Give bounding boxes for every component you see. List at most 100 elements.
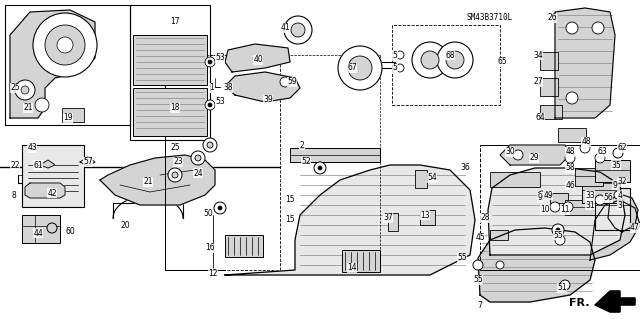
Bar <box>225 235 263 257</box>
Text: 19: 19 <box>63 114 73 122</box>
Bar <box>388 213 398 231</box>
Circle shape <box>203 138 217 152</box>
Circle shape <box>21 86 29 94</box>
Text: FR.: FR. <box>570 298 590 308</box>
Text: 9: 9 <box>612 181 618 189</box>
Bar <box>595 188 630 230</box>
Text: 55: 55 <box>457 254 467 263</box>
Text: 17: 17 <box>170 18 180 26</box>
Circle shape <box>35 98 49 112</box>
Circle shape <box>314 162 326 174</box>
Text: 46: 46 <box>565 181 575 189</box>
Text: 9: 9 <box>538 194 543 203</box>
Bar <box>575 168 603 186</box>
Text: 10: 10 <box>540 205 550 214</box>
Text: 15: 15 <box>285 196 295 204</box>
Circle shape <box>446 51 464 69</box>
Circle shape <box>614 191 622 199</box>
Text: 58: 58 <box>565 164 575 173</box>
Text: 48: 48 <box>581 137 591 146</box>
Text: SM43B3710L: SM43B3710L <box>467 13 513 23</box>
Text: 68: 68 <box>445 50 455 60</box>
Polygon shape <box>225 44 290 72</box>
Polygon shape <box>555 8 615 118</box>
Text: 40: 40 <box>253 56 263 64</box>
Text: 47: 47 <box>630 224 640 233</box>
Text: 25: 25 <box>10 84 20 93</box>
Text: 3: 3 <box>618 201 623 210</box>
Circle shape <box>214 202 226 214</box>
Circle shape <box>396 64 404 72</box>
Polygon shape <box>100 155 215 205</box>
Bar <box>420 210 435 225</box>
Bar <box>165 55 280 270</box>
Polygon shape <box>478 228 595 302</box>
Text: 53: 53 <box>215 54 225 63</box>
Polygon shape <box>25 183 65 198</box>
Text: 32: 32 <box>617 177 627 187</box>
Text: 45: 45 <box>475 234 485 242</box>
Text: 49: 49 <box>543 190 553 199</box>
Circle shape <box>496 261 504 269</box>
Text: 2: 2 <box>300 140 305 150</box>
Bar <box>490 172 540 187</box>
Bar <box>565 200 595 215</box>
Text: 54: 54 <box>427 174 437 182</box>
Text: 8: 8 <box>12 190 17 199</box>
Circle shape <box>338 46 382 90</box>
Circle shape <box>291 23 305 37</box>
Circle shape <box>550 202 560 212</box>
Circle shape <box>592 22 604 34</box>
Circle shape <box>15 80 35 100</box>
Text: 21: 21 <box>23 103 33 113</box>
Bar <box>415 170 427 188</box>
Circle shape <box>208 60 212 64</box>
Bar <box>62 108 84 122</box>
Polygon shape <box>608 194 638 232</box>
Text: 50: 50 <box>203 210 213 219</box>
Bar <box>130 5 210 140</box>
Bar <box>540 105 562 119</box>
Text: 43: 43 <box>27 144 37 152</box>
Bar <box>540 78 558 96</box>
Circle shape <box>172 172 178 178</box>
Text: 31: 31 <box>585 201 595 210</box>
Circle shape <box>45 25 85 65</box>
Text: 53: 53 <box>215 98 225 107</box>
Text: 44: 44 <box>33 228 43 238</box>
Circle shape <box>284 16 312 44</box>
Bar <box>290 148 380 162</box>
Text: 55: 55 <box>553 231 563 240</box>
Text: 22: 22 <box>10 160 20 169</box>
Text: 33: 33 <box>585 190 595 199</box>
Text: 11: 11 <box>560 205 570 214</box>
Bar <box>595 160 630 182</box>
Text: 34: 34 <box>533 50 543 60</box>
Text: 51: 51 <box>557 284 567 293</box>
Bar <box>342 250 380 272</box>
Text: 63: 63 <box>597 147 607 157</box>
Circle shape <box>437 42 473 78</box>
Text: 28: 28 <box>480 213 490 222</box>
Text: 21: 21 <box>143 177 153 187</box>
Circle shape <box>348 56 372 80</box>
Bar <box>558 128 586 142</box>
Text: 52: 52 <box>301 158 311 167</box>
Circle shape <box>556 228 560 232</box>
Text: 35: 35 <box>611 160 621 169</box>
Text: 67: 67 <box>347 63 357 72</box>
Polygon shape <box>225 72 300 102</box>
Circle shape <box>552 224 564 236</box>
Text: 65: 65 <box>497 57 507 66</box>
Circle shape <box>205 100 215 110</box>
Polygon shape <box>80 157 95 166</box>
Circle shape <box>566 92 578 104</box>
Text: 25: 25 <box>170 144 180 152</box>
Circle shape <box>563 202 573 212</box>
Circle shape <box>613 148 623 158</box>
Circle shape <box>555 235 565 245</box>
Circle shape <box>473 260 483 270</box>
Circle shape <box>595 153 605 163</box>
Bar <box>392 25 500 105</box>
Text: 1: 1 <box>210 84 214 93</box>
